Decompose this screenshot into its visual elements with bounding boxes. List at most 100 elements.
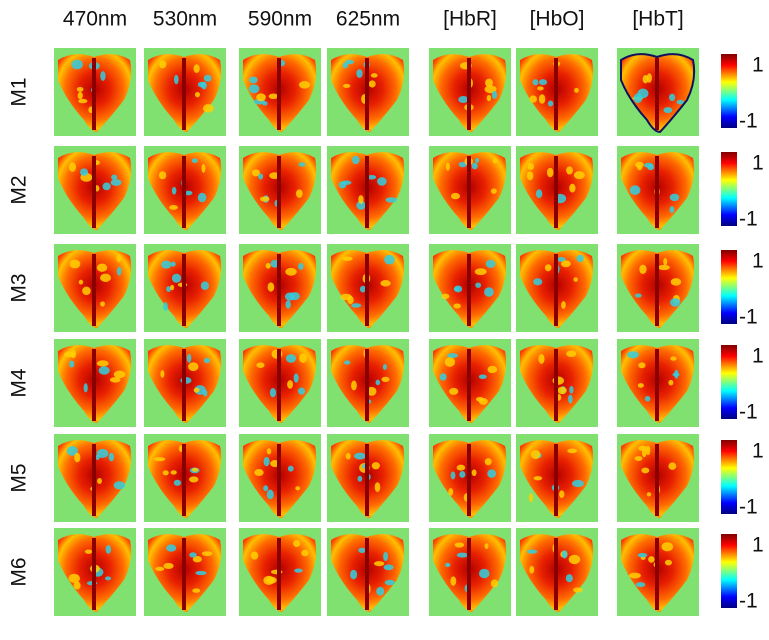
activation-spot [384,254,395,265]
brain-map [144,339,226,427]
activation-spot [356,200,366,210]
activation-spot [669,298,681,307]
activation-spot [173,479,182,486]
brain-map [429,146,511,234]
colorbar [721,54,737,128]
activation-spot [345,59,355,65]
row-label: M6 [8,557,31,586]
activation-spot [351,155,360,165]
activation-spot [535,189,543,199]
activation-spot [641,448,647,458]
brain-map [516,339,598,427]
activation-spot [668,379,674,386]
activation-spot [71,59,83,70]
activation-spot [254,468,264,476]
activation-spot [70,349,77,359]
activation-spot [189,476,199,483]
activation-spot [68,573,80,583]
activation-spot [450,192,461,200]
column-header: [HbT] [632,8,683,31]
activation-spot [358,547,366,553]
brain-map [54,528,136,616]
activation-spot [670,356,677,361]
activation-spot [537,86,544,91]
activation-spot [297,387,306,395]
brain-map [617,339,699,427]
activation-spot [104,576,112,581]
activation-spot [371,462,380,470]
activation-spot [259,196,270,202]
activation-spot [471,469,477,477]
activation-spot [270,259,280,268]
colorbar-max-label: 1 [752,440,764,463]
activation-spot [110,179,122,186]
activation-spot [171,273,182,283]
activation-spot [294,568,303,573]
activation-spot [569,183,576,193]
brain-map [516,434,598,522]
colorbar-min-label: -1 [739,110,758,133]
activation-spot [345,452,351,460]
activation-spot [358,195,364,204]
activation-spot [373,561,385,567]
activation-spot [669,193,680,202]
activation-spot [569,385,574,394]
row-label: M4 [8,368,31,397]
activation-spot [116,266,122,276]
activation-spot [200,281,209,290]
activation-spot [338,181,347,189]
activation-spot [256,362,265,368]
activation-spot [203,74,212,82]
activation-spot [342,256,353,261]
activation-spot [635,582,646,588]
activation-spot [299,353,307,363]
activation-spot [258,173,264,180]
activation-spot [491,90,498,99]
activation-spot [444,357,456,367]
activation-spot [78,279,84,285]
activation-spot [453,286,459,292]
activation-spot [96,360,109,367]
brain-map [429,434,511,522]
activation-spot [192,556,202,563]
activation-spot [568,554,581,565]
activation-spot [547,100,554,107]
activation-spot [193,64,200,73]
activation-spot [192,467,199,472]
activation-spot [343,360,351,365]
activation-spot [633,93,643,104]
activation-spot [108,452,115,462]
activation-spot [256,93,266,102]
activation-spot [561,301,566,309]
activation-spot [350,569,358,580]
row-label: M2 [8,175,31,204]
brain-map [144,244,226,332]
activation-spot [69,259,81,269]
activation-spot [249,76,258,84]
activation-spot [634,293,642,298]
brain-map [516,48,598,136]
activation-spot [478,568,490,579]
activation-spot [639,264,647,274]
colorbar-min-label: -1 [739,306,758,329]
activation-spot [295,189,303,198]
colorbar-min-label: -1 [739,590,758,613]
activation-spot [644,395,651,402]
activation-spot [263,456,270,467]
column-header: 625nm [336,8,400,31]
activation-spot [267,282,275,292]
activation-spot [664,559,673,566]
brain-map [54,339,136,427]
activation-spot [487,469,497,478]
brain-map [239,434,321,522]
activation-spot [663,257,668,266]
activation-spot [74,452,81,463]
activation-spot [285,354,297,363]
activation-spot [670,278,682,286]
activation-spot [105,545,112,554]
activation-spot [269,387,277,398]
brain-map [327,244,409,332]
activation-spot [113,370,126,379]
activation-spot [484,287,494,297]
